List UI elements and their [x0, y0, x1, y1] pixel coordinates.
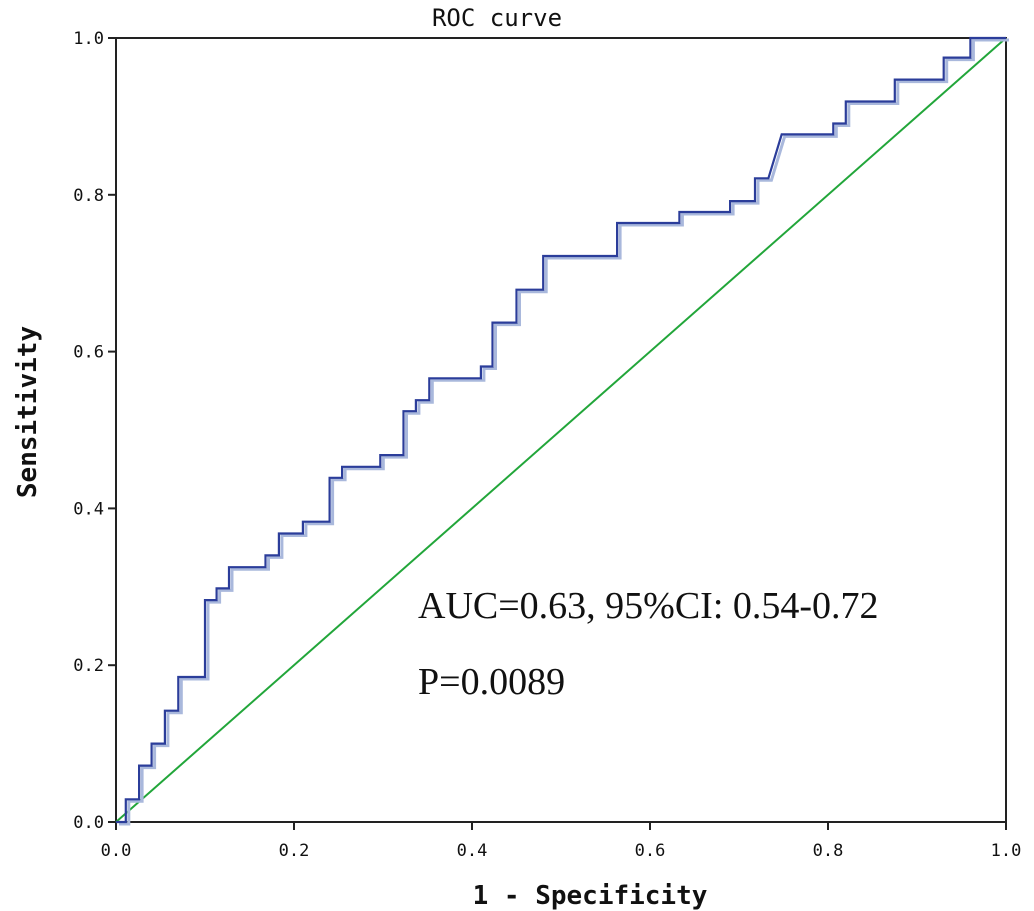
- roc-curve-line: [116, 36, 1006, 824]
- y-tick-label: 0.8: [73, 186, 104, 206]
- x-tick-label: 0.2: [279, 841, 310, 861]
- y-tick-label: 0.6: [73, 343, 104, 363]
- x-tick-label: 0.8: [813, 841, 844, 861]
- x-tick-label: 0.6: [635, 841, 666, 861]
- x-tick-label: 0.0: [101, 841, 132, 861]
- y-tick-label: 1.0: [73, 29, 104, 49]
- chart-title: ROC curve: [432, 4, 562, 32]
- y-axis: 0.0 0.2 0.4 0.6 0.8 1.0: [73, 29, 116, 833]
- x-axis: 0.0 0.2 0.4 0.6 0.8 1.0: [101, 822, 1022, 861]
- plot-area: [115, 37, 1007, 823]
- x-tick-label: 0.4: [457, 841, 488, 861]
- y-tick-label: 0.4: [73, 499, 104, 519]
- y-tick-label: 0.2: [73, 656, 104, 676]
- series-layer: [115, 36, 1009, 826]
- plot-frame: [115, 37, 1007, 823]
- x-axis-label: 1 - Specificity: [473, 881, 708, 911]
- y-tick-label: 0.0: [73, 813, 104, 833]
- y-axis-label: Sensitivity: [13, 326, 43, 498]
- p-value-annotation: P=0.0089: [418, 661, 565, 703]
- auc-annotation: AUC=0.63, 95%CI: 0.54-0.72: [418, 585, 879, 627]
- reference-diagonal-line: [115, 37, 1007, 823]
- x-tick-label: 1.0: [991, 841, 1022, 861]
- roc-curve-shadow: [119, 38, 1009, 826]
